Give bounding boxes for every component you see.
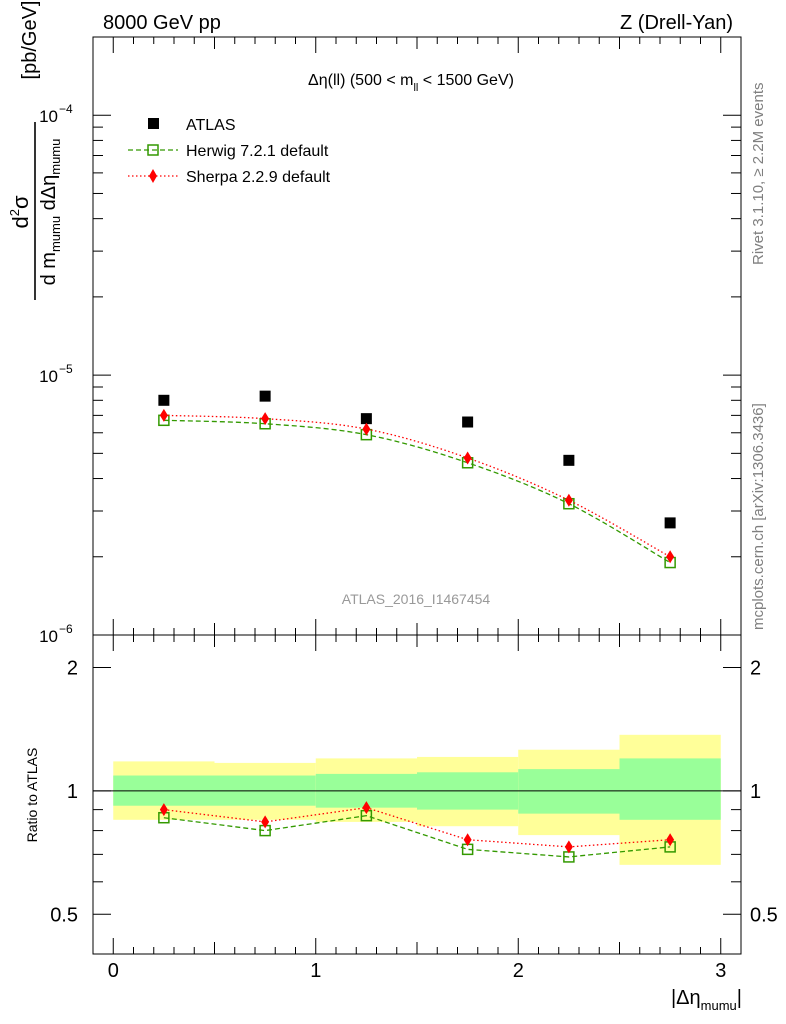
- ratio-point-sherpa-5: [666, 833, 675, 847]
- y-axis-numerator: d2σ: [7, 195, 33, 228]
- legend-marker-atlas: [148, 118, 159, 129]
- legend-marker-sherpa: [149, 169, 157, 183]
- x-axis-label-main: |Δη: [671, 987, 701, 1009]
- mcplots-label: mcplots.cern.ch [arXiv:1306.3436]: [750, 403, 767, 630]
- rivet-label: Rivet 3.1.10, ≥ 2.2M events: [750, 83, 767, 266]
- ratio-y-tick-label-left-1: 1: [67, 781, 78, 803]
- ratio-point-sherpa-0: [159, 803, 168, 817]
- main-point-atlas-1: [259, 390, 271, 402]
- y-axis-unit: [pb/GeV]: [19, 1, 41, 80]
- main-point-sherpa-2: [362, 422, 371, 436]
- y-axis-numerator-d: d: [8, 216, 33, 228]
- y-axis-denominator-2: dΔη: [38, 175, 60, 216]
- plot-title-suffix: < 1500 GeV): [418, 72, 514, 89]
- ratio-y-tick-label-right-1: 1: [750, 781, 761, 803]
- ratio-y-tick-label-right-2: 2: [750, 657, 761, 679]
- plot-title-prefix: Δη(ll) (500 < m: [308, 72, 413, 89]
- ratio-panel-series: [158, 801, 676, 863]
- y-axis-numerator-sup: 2: [7, 209, 22, 216]
- y-axis-numerator-end: σ: [8, 195, 33, 209]
- main-y-tick-exp-2: −4: [59, 102, 73, 116]
- main-point-atlas-5: [664, 517, 676, 529]
- legend-label-herwig: Herwig 7.2.1 default: [186, 143, 329, 160]
- ratio-point-sherpa-1: [261, 815, 270, 829]
- main-point-atlas-2: [360, 413, 372, 425]
- legend-label-sherpa: Sherpa 2.2.9 default: [186, 169, 331, 186]
- main-point-sherpa-5: [666, 550, 675, 564]
- ratio-y-tick-label-left-2: 2: [67, 657, 78, 679]
- main-y-tick-label-2: 10: [39, 107, 58, 126]
- main-y-tick-label-1: 10: [39, 367, 58, 386]
- main-point-atlas-4: [563, 454, 575, 466]
- ratio-point-sherpa-3: [463, 833, 472, 847]
- header-right: Z (Drell-Yan): [620, 12, 733, 34]
- main-point-sherpa-3: [463, 451, 472, 465]
- main-point-atlas-0: [158, 394, 170, 406]
- x-axis-label-end: |: [737, 987, 742, 1009]
- main-point-atlas-3: [462, 416, 474, 428]
- main-y-tick-label-0: 10: [39, 627, 58, 646]
- main-point-sherpa-4: [564, 493, 573, 507]
- ratio-line-herwig: [163, 814, 671, 858]
- main-line-sherpa: [163, 414, 671, 558]
- x-tick-label-0: 0: [108, 960, 119, 982]
- x-tick-label-1: 1: [310, 960, 321, 982]
- analysis-id: ATLAS_2016_I1467454: [342, 591, 491, 607]
- x-tick-label-2: 2: [513, 960, 524, 982]
- legend: ATLAS Herwig 7.2.1 default Sherpa 2.2.9 …: [128, 117, 331, 186]
- ratio-axis-label: Ratio to ATLAS: [24, 748, 40, 843]
- main-y-tick-exp-0: −6: [59, 622, 73, 636]
- y-axis-denominator-1: d m: [38, 252, 60, 285]
- y-axis-denominator: d mmumu dΔηmumu: [38, 139, 63, 286]
- x-axis-label-sub: mumu: [701, 998, 737, 1013]
- ratio-bands: [93, 734, 741, 865]
- ratio-band-stat-5: [619, 758, 721, 820]
- ratio-point-sherpa-2: [362, 801, 371, 815]
- main-point-sherpa-0: [159, 408, 168, 422]
- legend-marker-herwig: [147, 144, 159, 156]
- axes: 0 1 2 310−610−510 −40.5 0.51 12 2: [39, 36, 778, 982]
- main-point-sherpa-1: [261, 412, 270, 426]
- ratio-point-sherpa-4: [564, 840, 573, 854]
- x-tick-label-3: 3: [715, 960, 726, 982]
- plot-title: Δη(ll) (500 < mll < 1500 GeV): [308, 72, 514, 94]
- y-axis-label: d2σ d mmumu dΔηmumu [pb/GeV]: [7, 1, 63, 300]
- ratio-y-tick-label-left-0: 0.5: [50, 904, 78, 926]
- main-y-tick-exp-1: −5: [59, 362, 73, 376]
- header-left: 8000 GeV pp: [103, 12, 221, 34]
- y-axis-denominator-sub-1: mumu: [48, 216, 63, 252]
- main-line-herwig: [163, 419, 671, 564]
- ratio-y-tick-label-right-0: 0.5: [750, 904, 778, 926]
- y-axis-denominator-sub-2: mumu: [48, 139, 63, 175]
- main-panel-series: [158, 390, 676, 569]
- x-axis-label: |Δηmumu|: [671, 987, 742, 1013]
- legend-label-atlas: ATLAS: [186, 117, 236, 134]
- plot-title-sub: ll: [413, 82, 418, 94]
- ratio-line-sherpa: [163, 806, 671, 848]
